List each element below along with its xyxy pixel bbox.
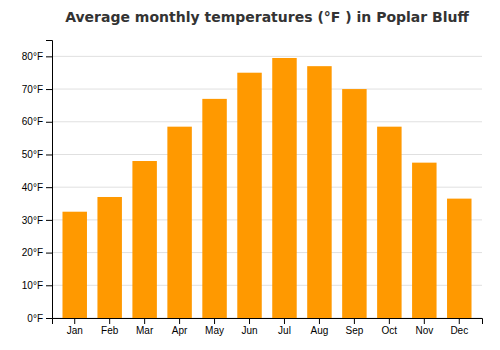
x-tick: Jul bbox=[278, 318, 291, 336]
grid-line bbox=[52, 121, 482, 122]
y-tick-label: 80°F bbox=[22, 51, 43, 62]
title: Average monthly temperatures (°F ) in Po… bbox=[65, 9, 469, 25]
x-tick-label: Feb bbox=[101, 325, 119, 336]
y-tick-mark bbox=[46, 285, 52, 286]
x-tick: Nov bbox=[415, 318, 433, 336]
x-tick-mark bbox=[424, 318, 425, 324]
x-tick-label: Jan bbox=[67, 325, 83, 336]
x-tick-mark bbox=[74, 318, 75, 324]
y-tick: 40°F bbox=[22, 182, 52, 193]
y-tick-label: 30°F bbox=[22, 215, 43, 226]
y-tick-mark bbox=[46, 154, 52, 155]
bar bbox=[412, 163, 436, 318]
bars bbox=[62, 58, 471, 318]
x-tick-label: Apr bbox=[172, 325, 188, 336]
bar bbox=[307, 66, 331, 318]
y-tick-label: 10°F bbox=[22, 280, 43, 291]
y-tick: 80°F bbox=[22, 51, 52, 62]
x-tick-mark bbox=[214, 318, 215, 324]
x-tick-mark bbox=[459, 318, 460, 324]
x-tick: Aug bbox=[311, 318, 329, 336]
grid-line bbox=[52, 56, 482, 57]
grid bbox=[52, 56, 482, 318]
x-tick: May bbox=[205, 318, 224, 336]
y-tick-mark bbox=[46, 122, 52, 123]
bar bbox=[272, 58, 296, 318]
x-tick-mark bbox=[389, 318, 390, 324]
grid-line bbox=[52, 154, 482, 155]
bar bbox=[237, 73, 261, 318]
x-tick: Jun bbox=[241, 318, 257, 336]
x-tick-label: Dec bbox=[450, 325, 468, 336]
y-tick: 60°F bbox=[22, 116, 52, 127]
grid-line bbox=[52, 89, 482, 90]
bar bbox=[342, 89, 366, 318]
x-tick-mark bbox=[284, 318, 285, 324]
y-tick-label: 50°F bbox=[22, 149, 43, 160]
x-tick-label: Jul bbox=[278, 325, 291, 336]
x-tick-label: Jun bbox=[241, 325, 257, 336]
y-tick-label: 40°F bbox=[22, 182, 43, 193]
y-axis-line bbox=[46, 41, 53, 319]
y-tick: 70°F bbox=[22, 84, 52, 95]
x-tick-label: May bbox=[205, 325, 224, 336]
y-tick: 20°F bbox=[22, 247, 52, 258]
bar bbox=[447, 199, 471, 318]
x-tick: Dec bbox=[450, 318, 468, 336]
y-tick-mark bbox=[46, 318, 52, 319]
bar bbox=[202, 99, 226, 318]
y-tick-label: 60°F bbox=[22, 116, 43, 127]
x-tick-mark bbox=[319, 318, 320, 324]
y-tick-label: 70°F bbox=[22, 84, 43, 95]
y-tick-mark bbox=[46, 220, 52, 221]
x-tick-mark bbox=[249, 318, 250, 324]
y-tick-mark bbox=[46, 56, 52, 57]
x-tick: Jan bbox=[67, 318, 83, 336]
x-tick: Feb bbox=[101, 318, 119, 336]
x-tick: Mar bbox=[136, 318, 154, 336]
x-tick-mark bbox=[144, 318, 145, 324]
y-axis: 0°F 10°F 20°F 30°F 40°F 50°F 60°F 70°F 80°F bbox=[22, 41, 53, 324]
y-tick: 30°F bbox=[22, 215, 52, 226]
bar bbox=[377, 127, 401, 318]
x-axis-line bbox=[53, 319, 483, 325]
bar bbox=[97, 197, 121, 318]
y-tick-mark bbox=[46, 89, 52, 90]
x-tick: Oct bbox=[382, 318, 398, 336]
plot: Jan Feb Mar Apr May Jun Jul Aug Sep Oct Nov Dec 0°F 1… bbox=[22, 41, 483, 337]
bar bbox=[62, 212, 86, 318]
x-tick: Apr bbox=[172, 318, 188, 336]
bar bbox=[132, 161, 156, 318]
x-axis: Jan Feb Mar Apr May Jun Jul Aug Sep Oct Nov Dec bbox=[53, 318, 483, 336]
x-tick-label: Mar bbox=[136, 325, 154, 336]
y-tick: 0°F bbox=[27, 313, 52, 324]
x-tick-mark bbox=[354, 318, 355, 324]
x-tick-label: Nov bbox=[415, 325, 433, 336]
x-tick-label: Aug bbox=[311, 325, 329, 336]
x-tick-label: Sep bbox=[345, 325, 363, 336]
y-tick-label: 0°F bbox=[27, 313, 43, 324]
y-tick-mark bbox=[46, 253, 52, 254]
x-tick-mark bbox=[179, 318, 180, 324]
x-tick-mark bbox=[109, 318, 110, 324]
y-tick: 50°F bbox=[22, 149, 52, 160]
x-tick-label: Oct bbox=[382, 325, 398, 336]
y-tick-mark bbox=[46, 187, 52, 188]
bar bbox=[167, 127, 191, 318]
y-tick: 10°F bbox=[22, 280, 52, 291]
chart: Jan Feb Mar Apr May Jun Jul Aug Sep Oct Nov Dec 0°F 1… bbox=[0, 0, 500, 350]
y-tick-label: 20°F bbox=[22, 247, 43, 258]
x-tick: Sep bbox=[345, 318, 363, 336]
